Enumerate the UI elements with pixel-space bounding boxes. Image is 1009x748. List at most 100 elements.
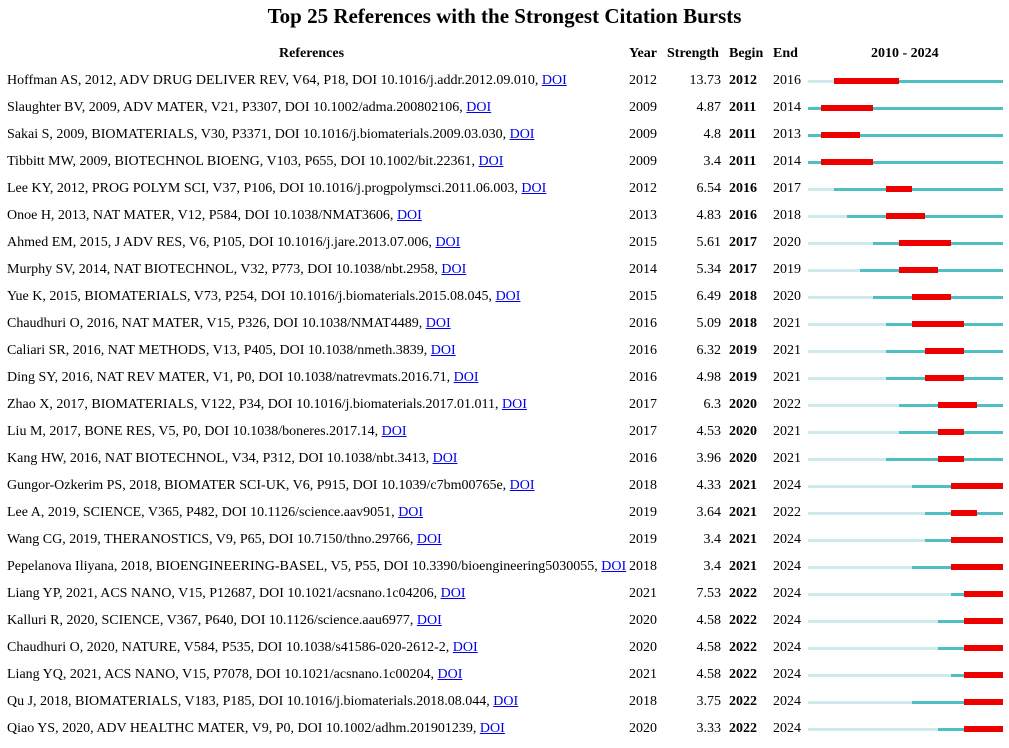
burst-segment xyxy=(964,591,1003,597)
reference-citation: Onoe H, 2013, NAT MATER, V12, P584, DOI … xyxy=(7,208,397,223)
doi-link[interactable]: DOI xyxy=(396,208,422,223)
strength-value: 5.09 xyxy=(696,316,722,331)
doi-link[interactable]: DOI xyxy=(495,289,521,304)
reference-row: Ding SY, 2016, NAT REV MATER, V1, P0, DO… xyxy=(0,370,1009,397)
reference-text: Liu M, 2017, BONE RES, V5, P0, DOI 10.10… xyxy=(7,424,407,440)
reference-citation: Ding SY, 2016, NAT REV MATER, V1, P0, DO… xyxy=(7,370,454,385)
reference-row: Kang HW, 2016, NAT BIOTECHNOL, V34, P312… xyxy=(0,451,1009,478)
reference-row: Liang YP, 2021, ACS NANO, V15, P12687, D… xyxy=(0,586,1009,613)
reference-citation: Chaudhuri O, 2016, NAT MATER, V15, P326,… xyxy=(7,316,426,331)
doi-link[interactable]: DOI xyxy=(425,316,451,331)
begin-value: 2020 xyxy=(729,451,757,466)
year-value: 2017 xyxy=(629,397,657,412)
reference-row: Gungor-Ozkerim PS, 2018, BIOMATER SCI-UK… xyxy=(0,478,1009,505)
doi-link[interactable]: DOI xyxy=(435,235,461,250)
year-value: 2009 xyxy=(629,127,657,142)
begin-value: 2020 xyxy=(729,424,757,439)
doi-link[interactable]: DOI xyxy=(509,127,535,142)
strength-value: 3.96 xyxy=(696,451,722,466)
begin-value: 2017 xyxy=(729,262,757,277)
end-value: 2021 xyxy=(773,370,801,385)
end-value: 2016 xyxy=(773,73,801,88)
doi-link[interactable]: DOI xyxy=(493,694,519,709)
strength-value: 4.58 xyxy=(696,667,722,682)
year-value: 2020 xyxy=(629,613,657,628)
doi-link[interactable]: DOI xyxy=(453,370,479,385)
doi-link[interactable]: DOI xyxy=(478,154,504,169)
doi-link[interactable]: DOI xyxy=(432,451,458,466)
strength-value: 4.33 xyxy=(696,478,722,493)
doi-link[interactable]: DOI xyxy=(398,505,424,520)
doi-link[interactable]: DOI xyxy=(466,100,492,115)
doi-link[interactable]: DOI xyxy=(381,424,407,439)
reference-row: Yue K, 2015, BIOMATERIALS, V73, P254, DO… xyxy=(0,289,1009,316)
doi-link[interactable]: DOI xyxy=(440,586,466,601)
doi-link[interactable]: DOI xyxy=(416,532,442,547)
burst-timeline xyxy=(808,613,1003,629)
timeline-active xyxy=(808,134,1003,137)
strength-value: 5.61 xyxy=(696,235,722,250)
header-references: References xyxy=(279,46,345,61)
burst-segment xyxy=(964,699,1003,705)
reference-citation: Yue K, 2015, BIOMATERIALS, V73, P254, DO… xyxy=(7,289,496,304)
timeline-pre-publication xyxy=(808,215,847,218)
end-value: 2021 xyxy=(773,316,801,331)
end-value: 2020 xyxy=(773,289,801,304)
burst-timeline xyxy=(808,667,1003,683)
begin-value: 2011 xyxy=(729,154,757,169)
reference-text: Slaughter BV, 2009, ADV MATER, V21, P330… xyxy=(7,100,491,116)
reference-citation: Tibbitt MW, 2009, BIOTECHNOL BIOENG, V10… xyxy=(7,154,479,169)
timeline-pre-publication xyxy=(808,80,834,83)
reference-row: Murphy SV, 2014, NAT BIOTECHNOL, V32, P7… xyxy=(0,262,1009,289)
year-value: 2021 xyxy=(629,667,657,682)
doi-link[interactable]: DOI xyxy=(441,262,467,277)
doi-link[interactable]: DOI xyxy=(452,640,478,655)
reference-text: Qiao YS, 2020, ADV HEALTHC MATER, V9, P0… xyxy=(7,721,505,737)
doi-link[interactable]: DOI xyxy=(541,73,567,88)
begin-value: 2012 xyxy=(729,73,757,88)
year-value: 2014 xyxy=(629,262,657,277)
reference-row: Caliari SR, 2016, NAT METHODS, V13, P405… xyxy=(0,343,1009,370)
doi-link[interactable]: DOI xyxy=(509,478,535,493)
strength-value: 4.58 xyxy=(696,613,722,628)
timeline-pre-publication xyxy=(808,242,873,245)
timeline-pre-publication xyxy=(808,350,886,353)
burst-timeline xyxy=(808,505,1003,521)
reference-citation: Liu M, 2017, BONE RES, V5, P0, DOI 10.10… xyxy=(7,424,382,439)
doi-link[interactable]: DOI xyxy=(502,397,527,412)
reference-text: Chaudhuri O, 2016, NAT MATER, V15, P326,… xyxy=(7,316,451,332)
begin-value: 2022 xyxy=(729,640,757,655)
year-value: 2016 xyxy=(629,451,657,466)
doi-link[interactable]: DOI xyxy=(601,559,627,574)
doi-link[interactable]: DOI xyxy=(521,181,547,196)
timeline-pre-publication xyxy=(808,485,912,488)
reference-text: Lee KY, 2012, PROG POLYM SCI, V37, P106,… xyxy=(7,181,546,197)
doi-link[interactable]: DOI xyxy=(430,343,456,358)
end-value: 2014 xyxy=(773,100,801,115)
reference-text: Zhao X, 2017, BIOMATERIALS, V122, P34, D… xyxy=(7,397,527,413)
begin-value: 2016 xyxy=(729,181,757,196)
strength-value: 3.4 xyxy=(703,154,722,169)
timeline-pre-publication xyxy=(808,647,938,650)
burst-segment xyxy=(938,429,964,435)
burst-timeline xyxy=(808,127,1003,143)
doi-link[interactable]: DOI xyxy=(479,721,505,736)
strength-value: 4.53 xyxy=(696,424,722,439)
reference-citation: Gungor-Ozkerim PS, 2018, BIOMATER SCI-UK… xyxy=(7,478,510,493)
doi-link[interactable]: DOI xyxy=(437,667,463,682)
end-value: 2022 xyxy=(773,397,801,412)
begin-value: 2021 xyxy=(729,505,757,520)
header-year: Year xyxy=(629,46,657,61)
timeline-pre-publication xyxy=(808,296,873,299)
burst-timeline xyxy=(808,721,1003,737)
strength-value: 6.3 xyxy=(703,397,722,412)
doi-link[interactable]: DOI xyxy=(416,613,442,628)
reference-citation: Sakai S, 2009, BIOMATERIALS, V30, P3371,… xyxy=(7,127,510,142)
burst-timeline xyxy=(808,694,1003,710)
timeline-active xyxy=(834,80,1003,83)
reference-citation: Lee A, 2019, SCIENCE, V365, P482, DOI 10… xyxy=(7,505,399,520)
begin-value: 2016 xyxy=(729,208,757,223)
timeline-pre-publication xyxy=(808,539,925,542)
reference-text: Ahmed EM, 2015, J ADV RES, V6, P105, DOI… xyxy=(7,235,460,251)
reference-text: Hoffman AS, 2012, ADV DRUG DELIVER REV, … xyxy=(7,73,567,89)
